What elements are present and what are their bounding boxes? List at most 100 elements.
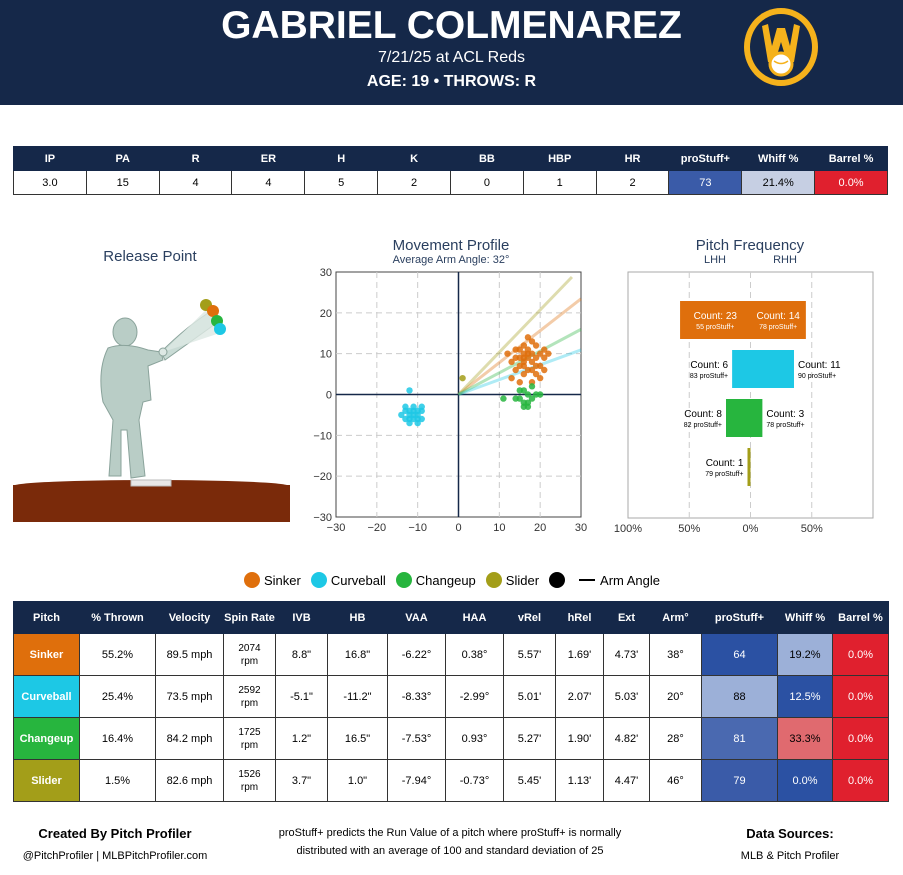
legend-arm-angle-label: Arm Angle (600, 572, 661, 588)
point-changeup (524, 391, 532, 398)
point-sinker (516, 379, 523, 386)
point-sinker (536, 350, 544, 357)
bar-lhh-sinker (680, 301, 751, 339)
pitch-name-cell: Curveball (13, 675, 80, 718)
cell-velo: 84.2 mph (155, 717, 224, 760)
cell-hb: -11.2" (327, 675, 388, 718)
point-sinker (512, 366, 519, 374)
social-handles: @PitchProfiler | MLBPitchProfiler.com (22, 850, 208, 862)
cell-hrel: 1.90' (555, 717, 604, 760)
summary-header-whiff-: Whiff % (741, 146, 816, 171)
x-tick-label: 0% (743, 523, 759, 535)
point-sinker (524, 334, 532, 341)
point-sinker (524, 350, 532, 357)
point-sinker (528, 338, 536, 345)
point-changeup (524, 403, 532, 410)
lhh-count-label: Count: 8 (684, 409, 722, 420)
legend-slider-label: Slider (505, 572, 540, 588)
cell-spin: 1725 rpm (223, 717, 276, 760)
age-throws: AGE: 19 • THROWS: R (366, 73, 537, 90)
team-logo (744, 8, 818, 86)
pitch-legend: Sinker Curveball Changeup Slider Arm Ang… (244, 571, 670, 589)
summary-value-barrel-: 0.0% (814, 170, 888, 195)
cell-hrel: 1.13' (555, 759, 604, 802)
summary-value-ip: 3.0 (13, 170, 87, 195)
cell-ext: 4.82' (603, 717, 650, 760)
pitch-metrics-table: Pitch% Thrown Velocity Spin Rate IVB HB VAA HA… (13, 601, 889, 802)
movement-profile-chart: −30 −20 −10 0 10 20 30 −30 −20 −10 0 10 20 30 (313, 267, 587, 534)
cell-barrel: 0.0% (832, 675, 889, 718)
summary-header-k: K (377, 146, 451, 171)
point-sinker (520, 354, 528, 361)
cell-vaa: -7.53° (387, 717, 446, 760)
summary-value-bb: 0 (449, 170, 524, 195)
cell-ext: 5.03' (603, 675, 650, 718)
cell-hb: 16.5" (327, 717, 388, 760)
x-tick-label: −30 (327, 522, 346, 534)
point-curveball (414, 407, 421, 415)
point-curveball (406, 415, 413, 423)
pitch-header-ext: Ext (603, 601, 650, 634)
x-tick-label: 50% (678, 523, 700, 535)
point-sinker (536, 374, 544, 382)
summary-header-hr: HR (595, 146, 670, 171)
spin-unit: rpm (240, 655, 259, 667)
cell-vrel: 5.01' (503, 675, 556, 718)
summary-header-pa: PA (85, 146, 160, 171)
y-tick-label: 30 (320, 267, 332, 279)
cell-vaa: -6.22° (387, 633, 446, 676)
summary-header-bb: BB (449, 146, 524, 171)
y-tick-label: 20 (320, 308, 332, 320)
cell-pct: 1.5% (79, 759, 156, 802)
summary-header-barrel-: Barrel % (814, 146, 888, 171)
pitching-rubber (130, 479, 172, 487)
legend-curveball: Curveball (310, 572, 386, 588)
point-changeup (520, 399, 528, 406)
pitch-header-hrel: hRel (555, 601, 604, 634)
bar-rhh-changeup (750, 399, 763, 437)
spin-unit: rpm (240, 739, 259, 751)
point-sinker (520, 362, 528, 370)
cell-hb: 16.8" (327, 633, 388, 676)
cell-arm: 38° (649, 633, 702, 676)
point-changeup (500, 395, 507, 402)
point-curveball (414, 415, 421, 423)
point-sinker (532, 362, 540, 370)
cell-spin: 2074 rpm (223, 633, 276, 676)
point-curveball (418, 403, 425, 410)
summary-value-k: 2 (377, 170, 451, 195)
point-changeup (520, 387, 528, 394)
cell-barrel: 0.0% (832, 633, 889, 676)
pitch-header-velocity: Velocity (155, 601, 224, 634)
spin-value: 2592 (238, 684, 261, 696)
pitch-header-whiff: Whiff % (777, 601, 833, 634)
cell-barrel: 0.0% (832, 717, 889, 760)
summary-value-r: 4 (158, 170, 233, 195)
y-tick-label: −20 (313, 471, 332, 483)
point-sinker (512, 346, 519, 353)
point-changeup (536, 391, 544, 398)
movement-profile-title: Movement Profile (392, 237, 510, 254)
point-sinker (541, 354, 548, 361)
point-sinker (508, 358, 515, 366)
cell-whiff: 0.0% (777, 759, 833, 802)
spin-value: 1725 (238, 726, 261, 738)
cell-vrel: 5.27' (503, 717, 556, 760)
y-tick-label: 10 (320, 349, 332, 361)
table-row: Changeup 16.4% 84.2 mph 1725 rpm 1.2" 16.5" -7.… (13, 717, 889, 760)
summary-value-hbp: 1 (522, 170, 597, 195)
pitch-header-pitch: Pitch (13, 601, 80, 634)
y-tick-label: −30 (313, 512, 332, 524)
cell-stuff: 81 (701, 717, 778, 760)
lhh-stuff-label: 82 proStuff+ (684, 422, 722, 429)
table-row: Sinker 55.2% 89.5 mph 2074 rpm 8.8" 16.8" -6.22… (13, 633, 889, 676)
point-sinker (532, 370, 540, 378)
summary-header-er: ER (231, 146, 306, 171)
cell-stuff: 64 (701, 633, 778, 676)
pitch-header-haa: HAA (445, 601, 504, 634)
slider-swatch (485, 572, 502, 588)
pitch-header-barrel: Barrel % (832, 601, 889, 634)
spin-unit: rpm (240, 697, 259, 709)
cell-hrel: 2.07' (555, 675, 604, 718)
cell-vrel: 5.45' (503, 759, 556, 802)
